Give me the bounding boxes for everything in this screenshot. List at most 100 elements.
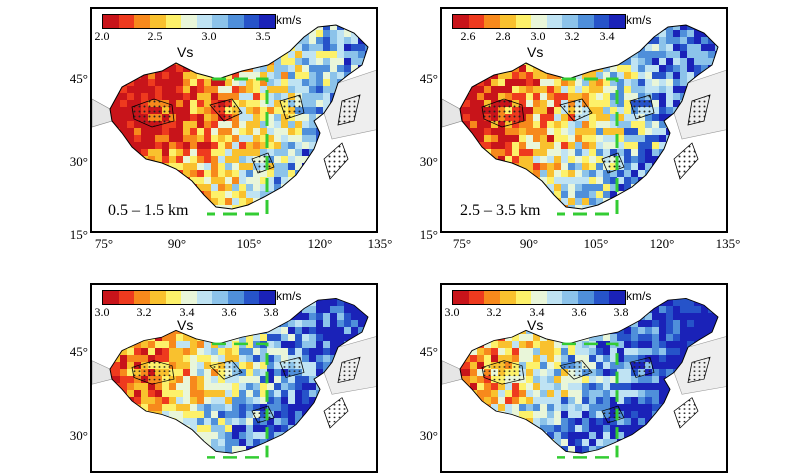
colorbar-swatch [212, 15, 228, 28]
colorbar-unit: km/s [276, 289, 301, 303]
colorbar-swatch [150, 291, 166, 304]
colorbar-tick: 3.8 [614, 305, 629, 320]
colorbar-swatch [134, 15, 150, 28]
basin-outline [674, 143, 698, 179]
neighbour-land [442, 99, 462, 127]
colorbar-swatch [166, 291, 182, 304]
longitude-label: 120° [308, 236, 333, 252]
colorbar-tick: 3.0 [445, 305, 460, 320]
colorbar-tick: 3.2 [565, 29, 580, 44]
longitude-label: 135° [716, 236, 741, 252]
basin-outline [324, 143, 348, 179]
colorbar-swatch [469, 291, 485, 304]
depth-label: 2.5 – 3.5 km [460, 202, 540, 220]
velocity-maps-figure: 2.0 2.5 3.0 3.5 km/s Vs 0.5 – 1.5 km 45°… [0, 0, 808, 455]
latitude-label: 45° [54, 71, 88, 87]
longitude-label: 105° [584, 236, 609, 252]
colorbar-swatch [244, 15, 260, 28]
colorbar-swatch [134, 291, 150, 304]
map-panel-3: 3.0 3.2 3.4 3.6 3.8 km/s Vs 45° 30° [0, 280, 400, 455]
neighbour-land [442, 361, 462, 385]
longitude-label: 75° [453, 236, 471, 252]
colorbar-tick: 2.0 [95, 29, 110, 44]
velocity-map [442, 9, 728, 233]
colorbar-swatch [197, 291, 213, 304]
velocity-map [92, 9, 378, 233]
colorbar-swatch [244, 291, 260, 304]
velocity-label: Vs [527, 44, 543, 60]
basin-outline [324, 398, 348, 428]
colorbar-swatch [578, 15, 594, 28]
colorbar-swatch [166, 15, 182, 28]
colorbar [452, 14, 626, 29]
colorbar-swatch [562, 15, 578, 28]
colorbar-swatch [562, 291, 578, 304]
colorbar-swatch [119, 15, 135, 28]
colorbar-tick: 2.8 [496, 29, 511, 44]
longitude-label: 90° [168, 236, 186, 252]
colorbar-swatch [103, 15, 119, 28]
longitude-label: 105° [237, 236, 262, 252]
longitude-label: 90° [520, 236, 538, 252]
colorbar-swatch [594, 15, 610, 28]
colorbar-unit: km/s [276, 13, 301, 27]
colorbar-swatch [259, 291, 275, 304]
latitude-label: 45° [404, 71, 438, 87]
map-frame [440, 7, 728, 233]
map-panel-1: 2.0 2.5 3.0 3.5 km/s Vs 0.5 – 1.5 km 45°… [0, 0, 400, 250]
colorbar-swatch [500, 15, 516, 28]
colorbar-swatch [516, 15, 532, 28]
colorbar-swatch [469, 15, 485, 28]
latitude-label: 45° [54, 344, 88, 360]
colorbar [102, 14, 276, 29]
latitude-label: 30° [404, 154, 438, 170]
colorbar-swatch [609, 15, 625, 28]
neighbour-land [92, 361, 112, 385]
colorbar-swatch [484, 15, 500, 28]
colorbar-swatch [609, 291, 625, 304]
colorbar-swatch [212, 291, 228, 304]
colorbar-swatch [547, 15, 563, 28]
colorbar-swatch [500, 291, 516, 304]
latitude-label: 30° [54, 154, 88, 170]
colorbar-unit: km/s [626, 289, 651, 303]
colorbar-swatch [197, 15, 213, 28]
latitude-label: 15° [404, 227, 438, 243]
neighbour-land [92, 99, 112, 127]
latitude-label: 30° [404, 428, 438, 444]
colorbar-swatch [259, 15, 275, 28]
colorbar-tick: 3.8 [264, 305, 279, 320]
colorbar-swatch [547, 291, 563, 304]
colorbar [452, 290, 626, 305]
velocity-label: Vs [177, 44, 193, 60]
colorbar-tick: 3.0 [95, 305, 110, 320]
velocity-label: Vs [527, 317, 543, 333]
map-panel-4: 3.0 3.2 3.4 3.6 3.8 km/s Vs 45° 30° [350, 280, 770, 455]
basin-outline [674, 398, 698, 428]
colorbar-swatch [119, 291, 135, 304]
colorbar-swatch [594, 291, 610, 304]
colorbar-swatch [453, 291, 469, 304]
colorbar-swatch [531, 15, 547, 28]
colorbar-tick: 3.0 [531, 29, 546, 44]
colorbar-swatch [228, 291, 244, 304]
latitude-label: 45° [404, 344, 438, 360]
colorbar-swatch [484, 291, 500, 304]
colorbar-unit: km/s [626, 13, 651, 27]
colorbar [102, 290, 276, 305]
colorbar-swatch [516, 291, 532, 304]
colorbar-tick: 2.6 [461, 29, 476, 44]
colorbar-swatch [181, 291, 197, 304]
colorbar-tick: 3.0 [202, 29, 217, 44]
longitude-label: 75° [95, 236, 113, 252]
colorbar-swatch [150, 15, 166, 28]
colorbar-swatch [453, 15, 469, 28]
latitude-label: 15° [54, 227, 88, 243]
map-frame [90, 7, 378, 233]
colorbar-swatch [181, 15, 197, 28]
colorbar-swatch [578, 291, 594, 304]
colorbar-swatch [103, 291, 119, 304]
map-panel-2: 2.6 2.8 3.0 3.2 3.4 km/s Vs 2.5 – 3.5 km… [350, 0, 770, 250]
latitude-label: 30° [54, 428, 88, 444]
longitude-label: 120° [650, 236, 675, 252]
